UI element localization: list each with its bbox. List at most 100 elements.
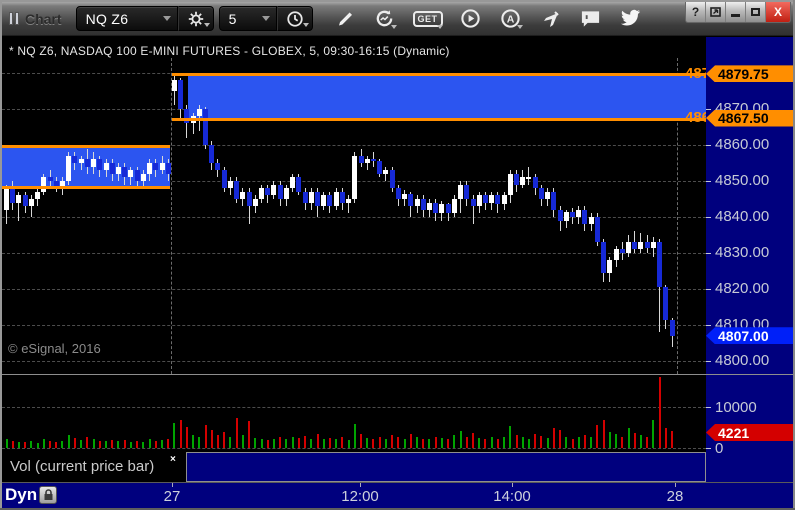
draw-tool-button[interactable] (330, 6, 360, 32)
candle-body (97, 159, 103, 171)
candle-body (215, 163, 221, 171)
interval-value: 5 (228, 10, 237, 27)
volume-bar (434, 436, 437, 448)
candle-body (526, 177, 532, 179)
candle-body (290, 177, 296, 189)
volume-bar (496, 438, 499, 448)
volume-bar (11, 440, 14, 448)
volume-bar (192, 435, 195, 448)
share-button[interactable] (536, 6, 566, 32)
volume-bar (391, 435, 394, 448)
maximize-button[interactable] (746, 2, 766, 22)
volume-bar (534, 434, 537, 448)
window-border-top (0, 0, 795, 2)
candle-wick (348, 195, 350, 214)
candle-body (601, 242, 607, 273)
help-button[interactable]: ? (686, 2, 706, 22)
candle-body (271, 184, 277, 196)
volume-pane[interactable] (2, 375, 706, 452)
volume-bar (440, 438, 443, 448)
price-tag-4867.50: 4867.50 (706, 109, 793, 127)
twitter-icon (621, 9, 641, 26)
volume-bar (266, 440, 269, 448)
volume-bar (86, 437, 89, 448)
volume-bar (285, 439, 288, 448)
chevron-down-icon (516, 24, 523, 29)
comment-button[interactable] (576, 6, 606, 32)
auto-analysis-button[interactable]: A (496, 6, 526, 32)
pane-divider[interactable] (0, 374, 793, 375)
price-axis[interactable]: 4870.00 4860.00 4850.00 4840.00 4830.00 4820.… (706, 37, 793, 482)
volume-bar (633, 433, 636, 448)
candle-wick (528, 166, 530, 185)
dynamic-mode-button[interactable]: Dyn (5, 485, 38, 504)
symbol-settings-button[interactable] (177, 6, 214, 31)
volume-bar (596, 425, 599, 448)
candle-body (638, 242, 644, 250)
price-axis-tick (706, 253, 711, 254)
candle-body (352, 155, 358, 199)
candle-body (458, 184, 464, 199)
price-pane[interactable]: 4879.75 4867.50 * NQ Z6, NASDAQ 100 E-MIN… (2, 37, 706, 374)
zone-price-cut-label: 4879.75 (685, 64, 706, 82)
minimize-button[interactable] (726, 2, 746, 22)
candle-body (10, 188, 16, 203)
get-data-button[interactable]: GET (410, 6, 446, 32)
close-study-icon[interactable]: × (170, 454, 176, 465)
candle-body (644, 242, 650, 248)
volume-tag: 4221 (706, 424, 793, 441)
volume-bar (248, 420, 251, 448)
study-label-box: Vol (current price bar) × (2, 452, 186, 482)
volume-bar (353, 424, 356, 448)
candle-body (221, 170, 227, 189)
chevron-down-icon[interactable] (162, 16, 171, 21)
volume-bar (559, 429, 562, 448)
volume-bar (552, 427, 555, 448)
maximize-icon (751, 8, 760, 16)
time-tick (172, 483, 173, 487)
candle-wick (372, 152, 374, 167)
volume-axis-label: 0 (715, 440, 724, 457)
candle-body (570, 211, 576, 217)
auto-a-icon: A (501, 9, 520, 28)
volume-bar (459, 430, 462, 448)
play-icon (461, 9, 480, 28)
chart-title: * NQ Z6, NASDAQ 100 E-MINI FUTURES - GLO… (9, 44, 450, 58)
candle-body (91, 159, 97, 167)
time-axis[interactable]: Dyn 27 12:00 14:00 28 (2, 482, 793, 508)
volume-bar (223, 432, 226, 448)
chevron-down-icon[interactable] (261, 16, 270, 21)
volume-bar (583, 434, 586, 448)
dock-button[interactable] (706, 2, 726, 22)
interval-input[interactable]: 5 (218, 6, 277, 31)
replay-button[interactable] (456, 6, 486, 32)
candle-body (588, 217, 594, 225)
time-template-button[interactable] (276, 6, 313, 31)
volume-bar (639, 435, 642, 448)
twitter-share-button[interactable] (616, 6, 646, 32)
candle-body (501, 195, 507, 205)
price-axis-label: 4860.00 (715, 136, 770, 153)
window-grip-icon (9, 12, 19, 25)
candle-body (277, 184, 283, 199)
candle-wick (30, 195, 32, 217)
volume-bar (136, 440, 139, 448)
prior-session-zone-top-line (2, 145, 170, 149)
reload-chart-button[interactable] (370, 6, 400, 32)
close-button[interactable]: X (766, 2, 790, 22)
scale-lock-button[interactable] (39, 486, 57, 504)
candle-body (563, 211, 569, 221)
session-break-line (676, 58, 678, 374)
volume-bar (621, 436, 624, 448)
volume-bar (260, 438, 263, 448)
volume-bar (198, 436, 201, 448)
volume-bar (658, 377, 661, 448)
candle-wick (18, 191, 20, 221)
candle-body (408, 193, 414, 207)
volume-bar (615, 434, 618, 448)
volume-bar (185, 426, 188, 448)
candle-body (551, 191, 557, 210)
candle-body (370, 159, 376, 162)
symbol-input[interactable]: NQ Z6 (75, 6, 178, 31)
